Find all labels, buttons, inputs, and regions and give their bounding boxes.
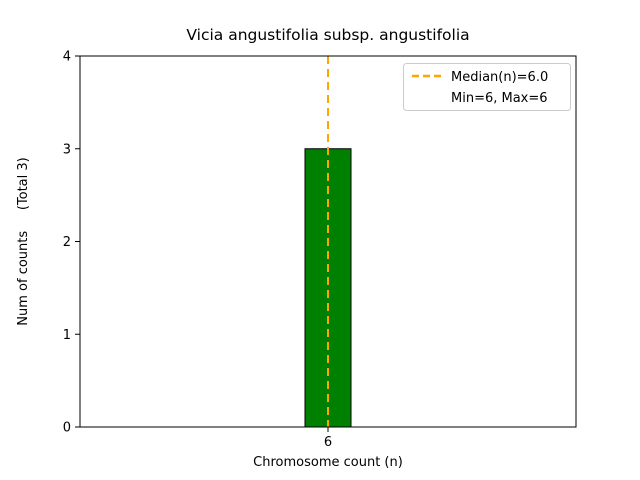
y-tick-label: 0	[63, 421, 71, 436]
y-tick-label: 4	[63, 50, 71, 65]
y-tick-label: 3	[63, 142, 71, 157]
chart-title: Vicia angustifolia subsp. angustifolia	[186, 26, 469, 44]
legend-label-minmax: Min=6, Max=6	[451, 91, 548, 106]
x-axis-label: Chromosome count (n)	[253, 455, 403, 470]
y-tick-label: 1	[63, 328, 71, 343]
bar	[304, 148, 352, 428]
y-tick-label: 2	[63, 235, 71, 250]
legend-box	[403, 63, 571, 111]
x-tick-label: 6	[324, 435, 332, 450]
legend-label-median: Median(n)=6.0	[451, 70, 548, 85]
y-axis-label: Num of counts (Total 3)	[16, 157, 31, 325]
